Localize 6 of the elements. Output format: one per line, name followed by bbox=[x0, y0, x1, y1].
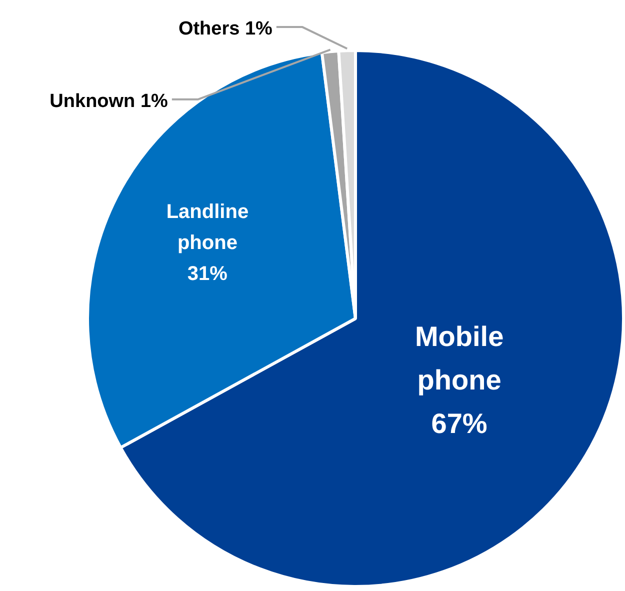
slice-label: Landline phone bbox=[166, 201, 249, 254]
data-label: 67% bbox=[431, 408, 488, 439]
slice-label: Mobile phone bbox=[414, 320, 504, 396]
slice-label: Others 1% bbox=[178, 18, 273, 40]
data-label: 31% bbox=[187, 263, 228, 286]
slice-label: Unknown 1% bbox=[50, 90, 168, 112]
